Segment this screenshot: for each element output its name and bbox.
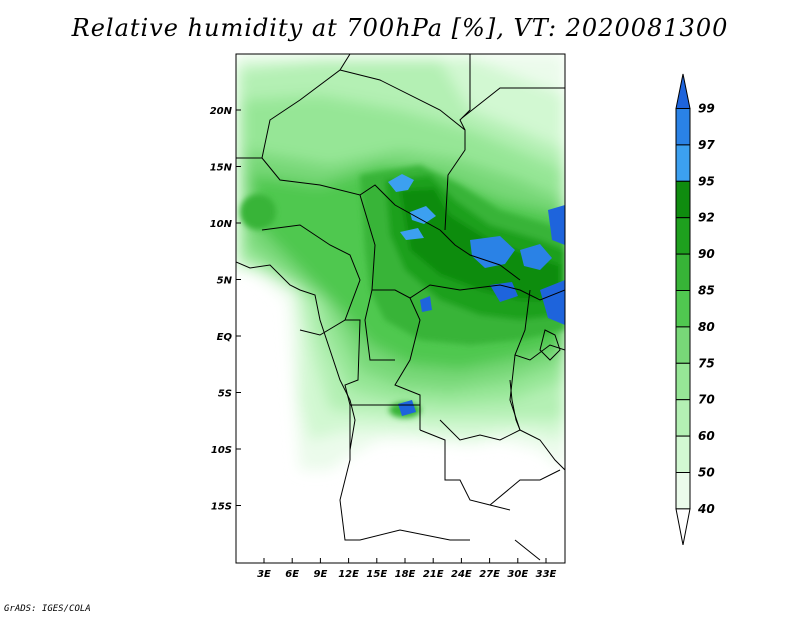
boundary-line (344, 319, 420, 406)
lon-label: 15E (366, 569, 387, 580)
lat-label: 15N (210, 163, 233, 174)
coastline (236, 261, 356, 451)
colorbar-bottom-arrow (675, 508, 691, 545)
lon-label: 9E (314, 569, 328, 580)
lake-outline (539, 329, 561, 361)
boundary-line (439, 354, 521, 441)
lat-label: 20N (210, 106, 233, 117)
colorbar-label: 92 (698, 211, 715, 225)
colorbar-label: 60 (698, 429, 715, 443)
colorbar-top-arrow (675, 73, 691, 109)
colorbar-label: 40 (697, 502, 715, 516)
colorbar-label: 90 (698, 247, 715, 261)
colorbar-segment (675, 108, 691, 146)
colorbar-label: 75 (698, 356, 715, 370)
lat-axis: 20N 15N 10N 5N EQ 5S 10S 15S (210, 106, 241, 513)
colorbar-segment (675, 435, 691, 474)
lat-label: 5S (218, 389, 232, 400)
boundary-line (439, 229, 521, 281)
rh-85-region (240, 194, 276, 230)
lon-label: 27E (479, 569, 500, 580)
lon-label: 30E (507, 569, 528, 580)
colorbar-segment (675, 253, 691, 292)
colorbar-label: 97 (698, 138, 715, 152)
colorbar: 99 97 95 92 90 85 80 75 70 60 50 40 (675, 73, 715, 545)
boundary-line (394, 297, 421, 430)
humidity-field (236, 54, 565, 563)
lon-label: 24E (451, 569, 472, 580)
colorbar-segment (675, 326, 691, 364)
map-frame (235, 53, 566, 564)
lat-label: 10S (211, 445, 232, 456)
colorbar-segment (675, 180, 691, 219)
colorbar-segment (675, 472, 691, 510)
boundary-line (359, 194, 565, 301)
colorbar-label: 85 (698, 284, 715, 298)
colorbar-label: 95 (698, 174, 715, 188)
boundary-line (364, 289, 395, 361)
rh-95-region (388, 174, 436, 240)
lon-axis: 3E 6E 9E 12E 15E 18E 21E 24E 27E 30E 33E (257, 558, 557, 580)
boundary-line (489, 469, 561, 561)
boundary-line (236, 54, 351, 159)
colorbar-label: 70 (698, 393, 715, 407)
boundary-line (519, 429, 565, 471)
lon-label: 3E (257, 569, 271, 580)
lake-outline (509, 379, 521, 431)
colorbar-segment (675, 290, 691, 328)
colorbar-segment (675, 399, 691, 437)
lon-label: 12E (338, 569, 359, 580)
lon-label: 18E (395, 569, 416, 580)
colorbar-segment (675, 217, 691, 255)
colorbar-label: 99 (698, 102, 715, 116)
colorbar-label: 50 (698, 466, 715, 480)
lon-label: 21E (423, 569, 444, 580)
boundary-line (461, 87, 565, 119)
lat-label: 10N (210, 219, 233, 230)
boundary-line (339, 405, 470, 541)
colorbar-label: 80 (698, 320, 715, 334)
lon-label: 6E (285, 569, 299, 580)
lat-label: 15S (211, 502, 232, 513)
colorbar-segment (675, 144, 691, 182)
lat-label: 5N (217, 276, 233, 287)
country-boundaries (236, 54, 565, 561)
boundary-line (514, 289, 565, 361)
lat-label: EQ (217, 332, 233, 343)
grads-credit: GrADS: IGES/COLA (4, 604, 91, 614)
colorbar-segment (675, 362, 691, 401)
map-title: Relative humidity at 700hPa [%], VT: 202… (71, 14, 729, 42)
lon-label: 33E (536, 569, 557, 580)
